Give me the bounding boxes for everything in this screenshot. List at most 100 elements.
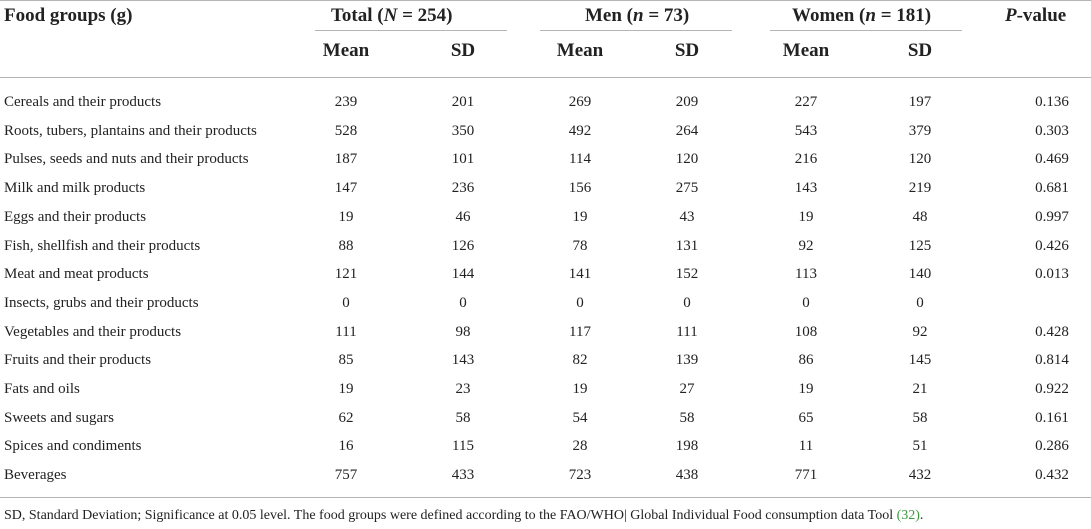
cell-total-mean: 16 <box>338 438 354 455</box>
cell-men-mean: 141 <box>568 266 592 283</box>
cell-men-mean: 78 <box>572 237 588 254</box>
table-top-rule <box>0 0 1091 1</box>
table-row: Spices and condiments 16 115 28 198 11 51 0.286 <box>0 432 1091 460</box>
cell-men-sd: 27 <box>679 381 695 397</box>
cell-women-mean: 543 <box>794 122 818 139</box>
table-row: Meat and meat products 121 144 141 152 113 140… <box>0 260 1091 288</box>
cell-total-mean: 528 <box>334 122 358 139</box>
cell-food-group: Fish, shellfish and their products <box>4 237 201 254</box>
cell-women-mean: 771 <box>794 467 818 484</box>
cell-food-group: Sweets and sugars <box>4 409 114 426</box>
cell-women-sd: 120 <box>908 151 932 168</box>
cell-men-mean: 28 <box>572 438 588 455</box>
header-bottom-rule <box>0 77 1091 78</box>
cell-p-value: 0.161 <box>1035 409 1069 426</box>
subheader-women-sd: SD <box>907 40 933 61</box>
cell-women-sd: 58 <box>912 409 928 426</box>
table-row: Eggs and their products 19 46 19 43 19 48 0.997 <box>0 203 1091 231</box>
cell-men-mean: 269 <box>568 94 592 110</box>
cell-men-sd: 152 <box>675 266 699 283</box>
table-row: Vegetables and their products 111 98 117 111… <box>0 318 1091 346</box>
cell-women-mean: 216 <box>794 151 818 168</box>
cell-total-mean: 19 <box>338 381 354 397</box>
cell-men-sd: 43 <box>679 208 695 225</box>
subheader-total-sd: SD <box>450 40 476 61</box>
cell-total-sd: 201 <box>451 94 475 110</box>
cell-p-value: 0.428 <box>1035 323 1069 340</box>
cell-women-sd: 92 <box>912 323 928 340</box>
subheader-men-sd: SD <box>674 40 700 61</box>
cell-total-mean: 121 <box>334 266 358 283</box>
table-row: Cereals and their products 239 201 269 209 22… <box>0 88 1091 116</box>
cell-p-value: 0.303 <box>1035 122 1069 139</box>
cell-total-sd: 143 <box>451 352 475 369</box>
table-row: Fish, shellfish and their products 88 126 7… <box>0 232 1091 260</box>
cell-men-sd: 120 <box>675 151 699 168</box>
cell-p-value: 0.013 <box>1035 266 1069 283</box>
cell-men-mean: 117 <box>569 323 591 340</box>
cell-total-mean: 62 <box>338 409 354 426</box>
cell-p-value: 0.136 <box>1035 94 1069 110</box>
cell-p-value: 0.286 <box>1035 438 1069 455</box>
cell-women-mean: 86 <box>798 352 814 369</box>
cell-men-sd: 0 <box>683 294 691 311</box>
cell-total-sd: 98 <box>455 323 471 340</box>
cell-food-group: Fats and oils <box>4 381 80 397</box>
cell-food-group: Insects, grubs and their products <box>4 294 199 311</box>
cell-women-sd: 125 <box>908 237 932 254</box>
cell-men-mean: 114 <box>569 151 591 168</box>
table-row: Fruits and their products 85 143 82 139 86 145… <box>0 346 1091 374</box>
table-row: Sweets and sugars 62 58 54 58 65 58 0.161 <box>0 404 1091 432</box>
cell-total-sd: 433 <box>451 467 475 484</box>
cell-men-mean: 19 <box>572 208 588 225</box>
cell-total-sd: 350 <box>451 122 475 139</box>
cell-p-value: 0.814 <box>1035 352 1069 369</box>
cell-food-group: Pulses, seeds and nuts and their product… <box>4 151 249 168</box>
cell-food-group: Spices and condiments <box>4 438 142 455</box>
cell-women-sd: 219 <box>908 180 932 197</box>
cell-women-mean: 92 <box>798 237 814 254</box>
cell-men-mean: 156 <box>568 180 592 197</box>
cell-total-mean: 88 <box>338 237 354 254</box>
subheader-men-mean: Mean <box>556 40 604 61</box>
cell-food-group: Milk and milk products <box>4 180 146 197</box>
cell-women-sd: 432 <box>908 467 932 484</box>
women-group-rule <box>770 30 962 31</box>
cell-men-mean: 0 <box>576 294 584 311</box>
subheader-women-mean: Mean <box>782 40 830 61</box>
cell-food-group: Meat and meat products <box>4 266 149 283</box>
cell-food-group: Roots, tubers, plantains and their produ… <box>4 122 257 139</box>
cell-p-value: 0.681 <box>1035 180 1069 197</box>
cell-p-value: 0.432 <box>1035 467 1069 484</box>
cell-food-group: Cereals and their products <box>4 94 162 110</box>
cell-women-sd: 0 <box>916 294 924 311</box>
cell-men-sd: 275 <box>675 180 699 197</box>
table-row: Beverages 757 433 723 438 771 432 0.432 <box>0 461 1091 489</box>
cell-total-mean: 239 <box>334 94 358 110</box>
cell-total-sd: 58 <box>455 409 471 426</box>
cell-p-value: 0.469 <box>1035 151 1069 168</box>
cell-total-sd: 101 <box>451 151 475 168</box>
table-row: Milk and milk products 147 236 156 275 143 219… <box>0 174 1091 202</box>
cell-women-mean: 143 <box>794 180 818 197</box>
table-bottom-rule <box>0 497 1091 498</box>
reference-link[interactable]: (32) <box>896 508 920 523</box>
cell-food-group: Fruits and their products <box>4 352 152 369</box>
cell-food-group: Eggs and their products <box>4 208 147 225</box>
men-group-rule <box>540 30 732 31</box>
cell-women-mean: 227 <box>794 94 818 110</box>
header-p-value: P-value <box>1005 5 1067 26</box>
subheader-total-mean: Mean <box>322 40 370 61</box>
cell-men-sd: 111 <box>676 323 698 340</box>
cell-women-sd: 379 <box>908 122 932 139</box>
table-row: Fats and oils 19 23 19 27 19 21 0.922 <box>0 375 1091 403</box>
header-women: Women (n = 181) <box>792 5 932 26</box>
cell-women-sd: 140 <box>908 266 932 283</box>
cell-total-mean: 19 <box>338 208 354 225</box>
cell-women-sd: 145 <box>908 352 932 369</box>
cell-p-value: 0.922 <box>1035 381 1069 397</box>
cell-men-sd: 209 <box>675 94 699 110</box>
cell-total-sd: 144 <box>451 266 475 283</box>
cell-men-sd: 131 <box>675 237 699 254</box>
table-row: Pulses, seeds and nuts and their product… <box>0 145 1091 173</box>
